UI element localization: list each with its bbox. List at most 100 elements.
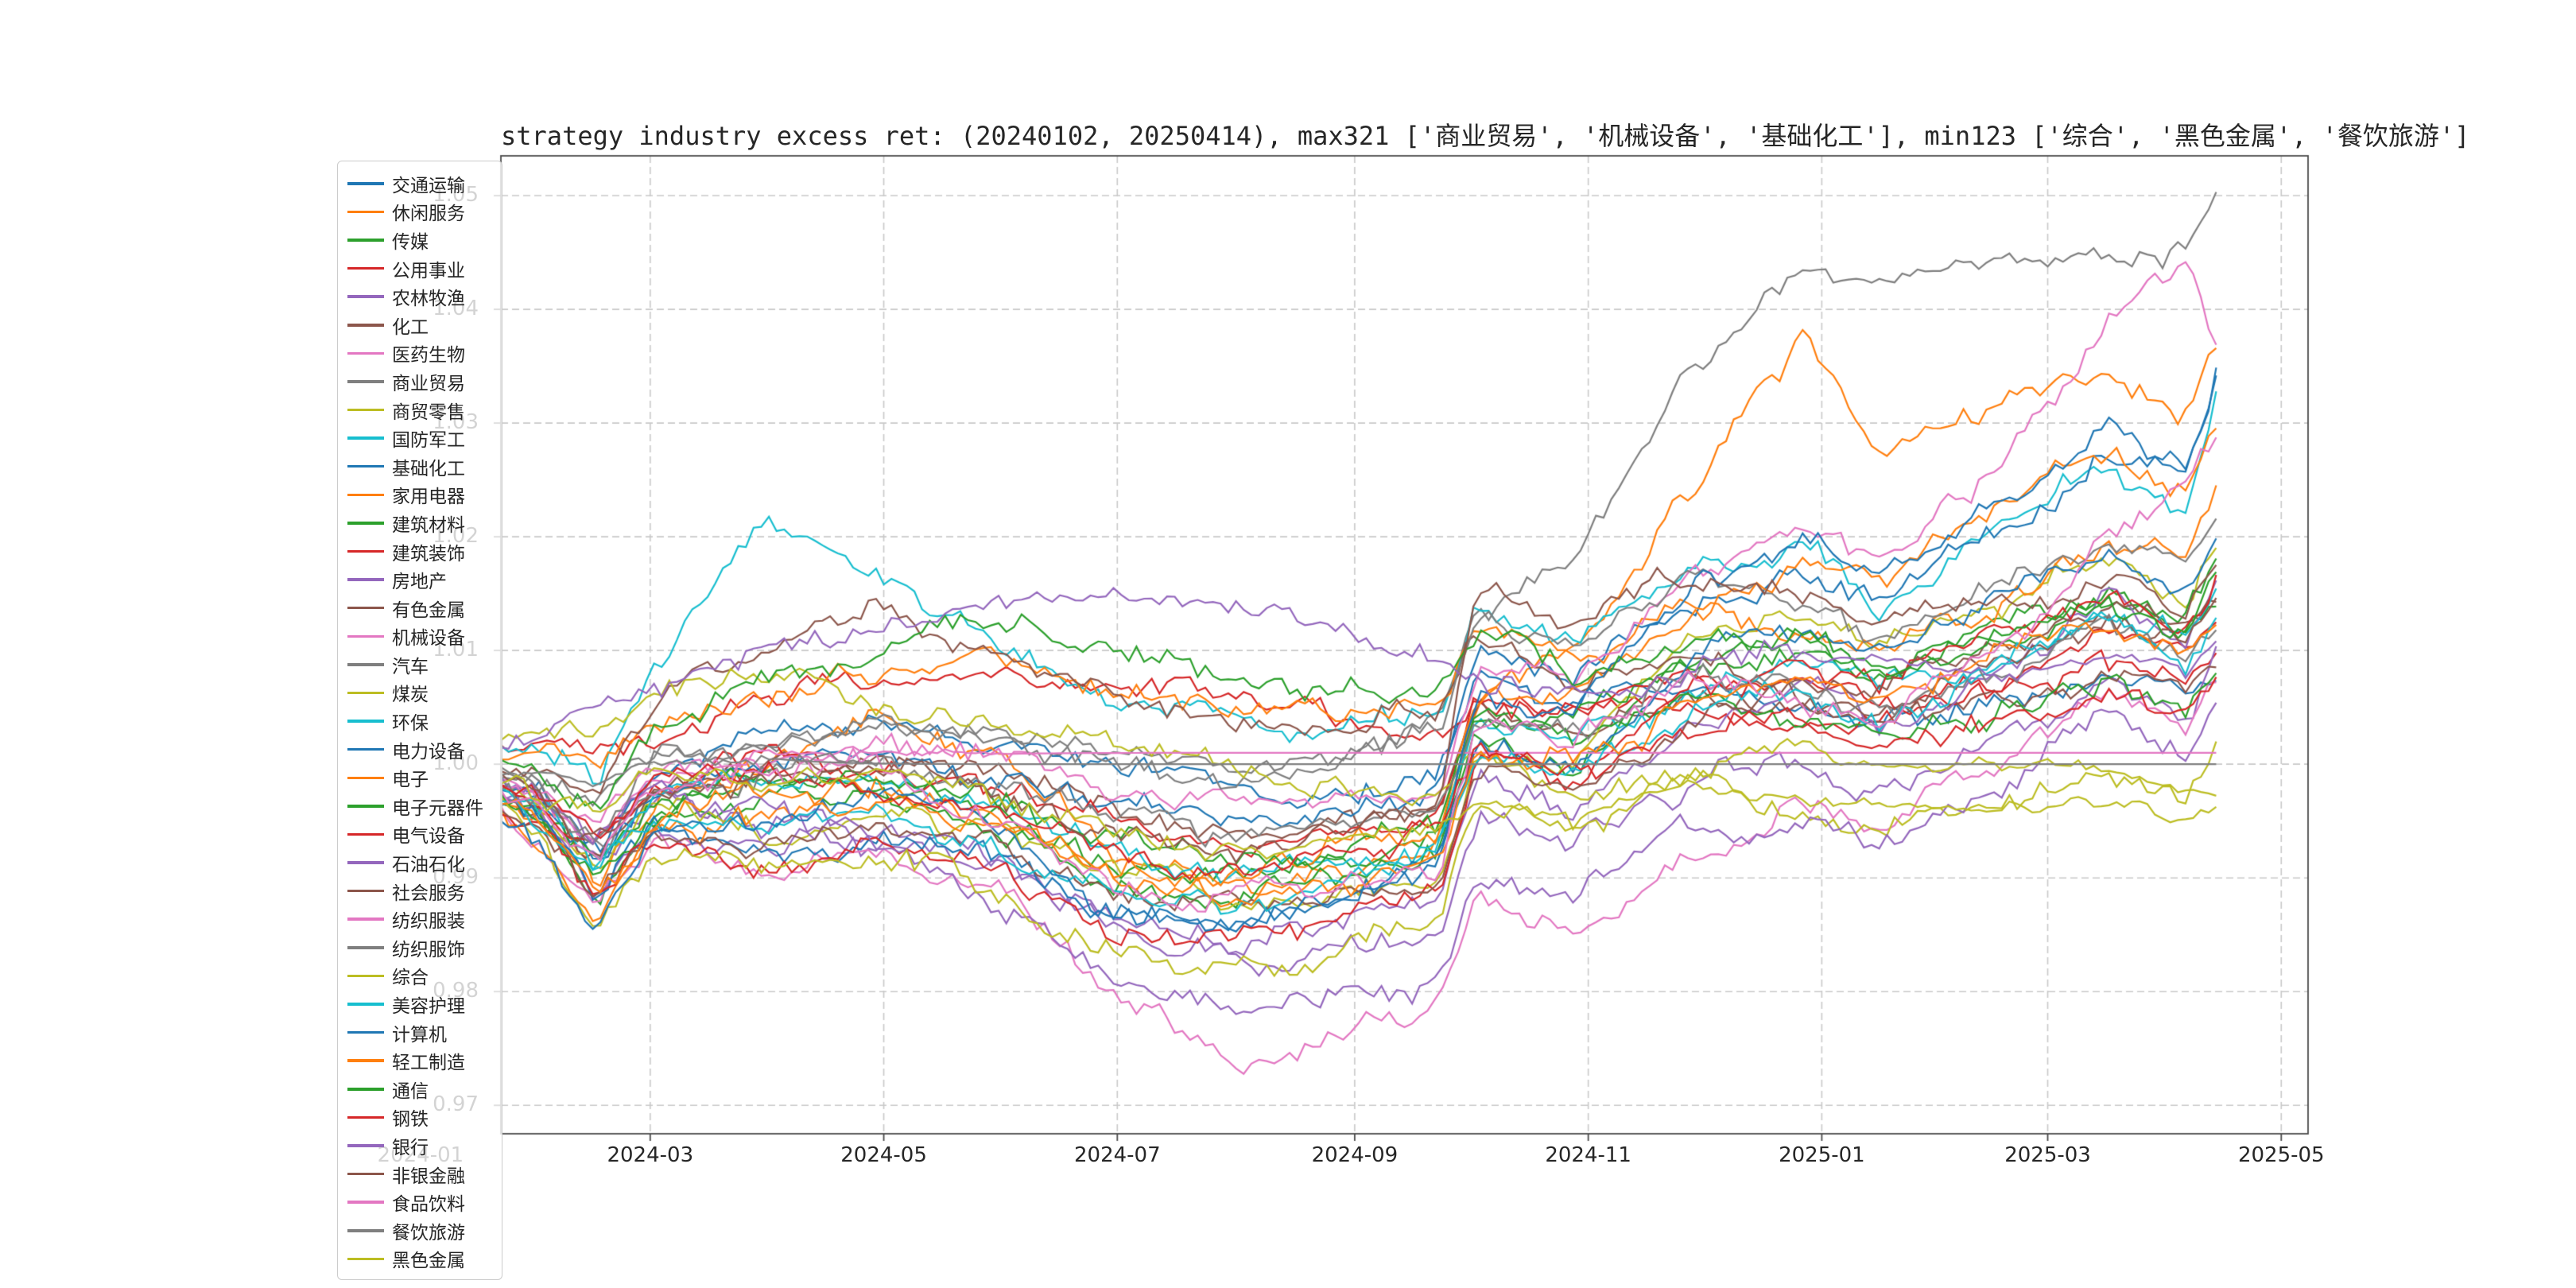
legend-item-label: 环保 [392, 713, 429, 735]
legend-item-label: 传媒 [392, 231, 429, 253]
legend-item: 钢铁 [338, 1104, 502, 1132]
legend-item-label: 钢铁 [392, 1109, 429, 1131]
legend-line-swatch [347, 1059, 384, 1062]
legend-item: 计算机 [338, 1018, 502, 1047]
legend-line-swatch [347, 549, 384, 553]
legend-item-label: 电子 [392, 770, 429, 791]
legend-item: 化工 [338, 311, 502, 339]
legend-line-swatch [347, 720, 384, 723]
legend-item: 基础化工 [338, 452, 502, 481]
legend-item-label: 非银金融 [392, 1166, 465, 1187]
legend-item-label: 煤炭 [392, 685, 429, 706]
legend-line-swatch [347, 1201, 384, 1204]
legend-item: 房地产 [338, 565, 502, 594]
legend-item: 电力设备 [338, 735, 502, 764]
legend-item: 纺织服装 [338, 905, 502, 933]
x-tick-label: 2025-03 [2004, 1143, 2091, 1167]
x-tick-label: 2024-09 [1311, 1143, 1399, 1167]
legend-item: 电子元器件 [338, 792, 502, 821]
legend-line-swatch [347, 182, 384, 185]
legend-item-label: 商贸零售 [392, 402, 465, 423]
legend-item-label: 轻工制造 [392, 1053, 465, 1074]
legend-item-label: 电气设备 [392, 826, 465, 848]
legend-item-label: 建筑材料 [392, 514, 465, 536]
legend-item-label: 电力设备 [392, 741, 465, 762]
x-tick-label: 2024-05 [840, 1143, 927, 1167]
legend-line-swatch [347, 1088, 384, 1091]
legend-item-label: 美容护理 [392, 996, 465, 1018]
x-tick-label: 2024-07 [1073, 1143, 1161, 1167]
legend-item: 通信 [338, 1075, 502, 1104]
legend-item: 综合 [338, 962, 502, 991]
x-tick-label: 2025-01 [1779, 1143, 1865, 1167]
legend-item: 电气设备 [338, 821, 502, 849]
legend-line-swatch [347, 805, 384, 808]
legend-item-label: 纺织服装 [392, 911, 465, 933]
legend-line-swatch [347, 239, 384, 242]
legend-line-swatch [347, 324, 384, 327]
legend-item-label: 公用事业 [392, 260, 465, 281]
legend-line-swatch [347, 1257, 384, 1261]
legend-item-label: 房地产 [392, 572, 447, 593]
x-tick-label: 2024-11 [1545, 1143, 1631, 1167]
legend-line-swatch [347, 663, 384, 666]
x-tick-label: 2025-05 [2237, 1143, 2325, 1167]
legend-item: 环保 [338, 707, 502, 735]
legend-item-label: 家用电器 [392, 487, 465, 508]
legend-line-swatch [347, 606, 384, 610]
legend-item: 交通运输 [338, 169, 502, 198]
legend-line-swatch [347, 1030, 384, 1034]
legend-line-swatch [347, 832, 384, 836]
legend-line-swatch [347, 861, 384, 864]
legend-item-label: 通信 [392, 1080, 429, 1102]
legend-item-label: 休闲服务 [392, 204, 465, 225]
legend-item: 建筑装饰 [338, 537, 502, 566]
legend-line-swatch [347, 1172, 384, 1176]
legend-item: 农林牧渔 [338, 282, 502, 311]
legend-item-label: 汽车 [392, 656, 429, 677]
legend-item: 美容护理 [338, 990, 502, 1018]
legend-item-label: 建筑装饰 [392, 543, 465, 564]
legend-line-swatch [347, 1115, 384, 1119]
legend-item-label: 农林牧渔 [392, 289, 465, 310]
legend-item: 休闲服务 [338, 198, 502, 227]
legend-item: 传媒 [338, 226, 502, 254]
legend-item-label: 食品饮料 [392, 1194, 465, 1216]
legend-line-swatch [347, 1144, 384, 1147]
legend-line-swatch [347, 747, 384, 751]
legend-item: 轻工制造 [338, 1046, 502, 1075]
legend-line-swatch [347, 946, 384, 949]
legend-line-swatch [347, 436, 384, 440]
legend-item: 银行 [338, 1131, 502, 1160]
legend-item-label: 餐饮旅游 [392, 1222, 465, 1243]
legend-item-label: 社会服务 [392, 883, 465, 904]
legend-item-label: 有色金属 [392, 599, 465, 621]
legend-item: 商贸零售 [338, 396, 502, 425]
legend-line-swatch [347, 776, 384, 780]
legend-item: 社会服务 [338, 877, 502, 906]
chart-title: strategy industry excess ret: (20240102,… [501, 121, 2470, 151]
legend-item: 黑色金属 [338, 1245, 502, 1274]
legend-item-label: 交通运输 [392, 175, 465, 196]
legend-item-label: 国防军工 [392, 430, 465, 452]
legend-line-swatch [347, 522, 384, 525]
legend-item: 家用电器 [338, 481, 502, 510]
legend-item-label: 基础化工 [392, 458, 465, 479]
legend-item-label: 商业贸易 [392, 373, 465, 394]
legend-item-label: 计算机 [392, 1024, 447, 1046]
legend-line-swatch [347, 351, 384, 355]
legend-line-swatch [347, 210, 384, 214]
legend-item: 电子 [338, 763, 502, 792]
legend-item-label: 综合 [392, 968, 429, 989]
legend-line-swatch [347, 889, 384, 893]
legend: 交通运输 休闲服务 传媒 公用事业 农林牧渔 化工 医药生物 商业贸易 商贸零售 国防军工 基础化工… [337, 161, 502, 1281]
legend-line-swatch [347, 380, 384, 383]
legend-item: 建筑材料 [338, 509, 502, 537]
legend-item: 纺织服饰 [338, 933, 502, 962]
legend-item-label: 黑色金属 [392, 1251, 465, 1272]
legend-item: 非银金融 [338, 1160, 502, 1189]
legend-item-label: 石油石化 [392, 855, 465, 876]
legend-item: 食品饮料 [338, 1188, 502, 1216]
legend-item: 餐饮旅游 [338, 1216, 502, 1245]
